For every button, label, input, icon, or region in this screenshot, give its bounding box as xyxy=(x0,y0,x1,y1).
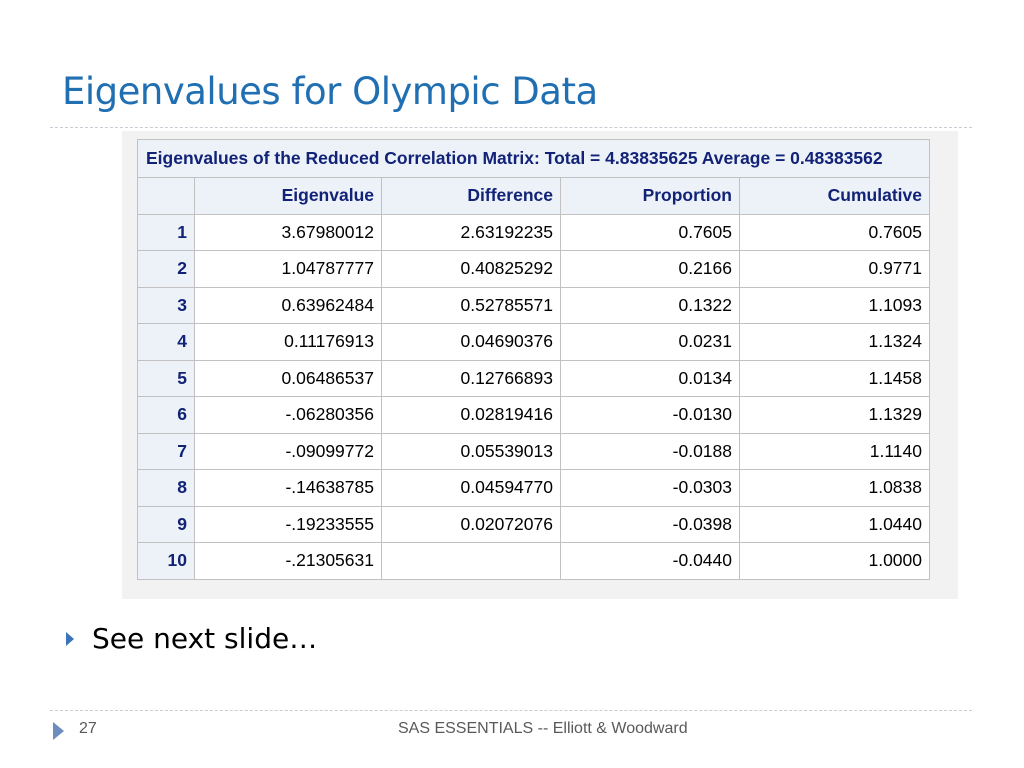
table-cell: 1.0000 xyxy=(739,542,930,580)
table-row: 7 -.09099772 0.05539013 -0.0188 1.1140 xyxy=(137,432,930,470)
table-cell: 1.0440 xyxy=(739,505,930,543)
table-cell: 2.63192235 xyxy=(381,213,561,251)
table-cell: -.06280356 xyxy=(194,396,382,434)
column-header: Eigenvalue xyxy=(194,177,382,215)
row-number: 8 xyxy=(137,469,195,507)
row-number: 7 xyxy=(137,432,195,470)
table-row: 5 0.06486537 0.12766893 0.0134 1.1458 xyxy=(137,359,930,397)
table-cell: 1.04787777 xyxy=(194,250,382,288)
table-cell: -0.0130 xyxy=(560,396,740,434)
table-cell: 0.0231 xyxy=(560,323,740,361)
table-cell: 0.02072076 xyxy=(381,505,561,543)
slide-title: Eigenvalues for Olympic Data xyxy=(62,70,598,113)
table-cell: -0.0188 xyxy=(560,432,740,470)
table-cell: 0.1322 xyxy=(560,286,740,324)
footer-divider xyxy=(50,710,972,711)
table-cell: 0.40825292 xyxy=(381,250,561,288)
table-cell: 0.04690376 xyxy=(381,323,561,361)
eigenvalues-table: Eigenvalues of the Reduced Correlation M… xyxy=(137,139,930,580)
table-cell: 1.1140 xyxy=(739,432,930,470)
table-row: 4 0.11176913 0.04690376 0.0231 1.1324 xyxy=(137,323,930,361)
table-cell: -.19233555 xyxy=(194,505,382,543)
table-row: 1 3.67980012 2.63192235 0.7605 0.7605 xyxy=(137,213,930,251)
table-row: 8 -.14638785 0.04594770 -0.0303 1.0838 xyxy=(137,469,930,507)
row-number: 6 xyxy=(137,396,195,434)
table-cell: -0.0303 xyxy=(560,469,740,507)
footer-text: SAS ESSENTIALS -- Elliott & Woodward xyxy=(398,720,688,737)
row-number: 9 xyxy=(137,505,195,543)
row-number: 3 xyxy=(137,286,195,324)
row-number: 4 xyxy=(137,323,195,361)
table-row: 6 -.06280356 0.02819416 -0.0130 1.1329 xyxy=(137,396,930,434)
column-header xyxy=(137,177,195,215)
table-cell: 0.02819416 xyxy=(381,396,561,434)
table-row: 10 -.21305631 -0.0440 1.0000 xyxy=(137,542,930,580)
table-cell: -0.0440 xyxy=(560,542,740,580)
table-cell: 0.06486537 xyxy=(194,359,382,397)
table-cell: 1.1324 xyxy=(739,323,930,361)
table-cell: 0.04594770 xyxy=(381,469,561,507)
table-cell: 3.67980012 xyxy=(194,213,382,251)
table-caption: Eigenvalues of the Reduced Correlation M… xyxy=(137,139,930,178)
table-cell: 0.2166 xyxy=(560,250,740,288)
table-cell: 0.11176913 xyxy=(194,323,382,361)
table-cell: 1.1093 xyxy=(739,286,930,324)
table-row: 9 -.19233555 0.02072076 -0.0398 1.0440 xyxy=(137,505,930,543)
table-cell: 0.7605 xyxy=(739,213,930,251)
table-cell: 0.7605 xyxy=(560,213,740,251)
table-row: 2 1.04787777 0.40825292 0.2166 0.9771 xyxy=(137,250,930,288)
table-cell: 0.05539013 xyxy=(381,432,561,470)
row-number: 10 xyxy=(137,542,195,580)
table-cell: 0.12766893 xyxy=(381,359,561,397)
output-panel: Eigenvalues of the Reduced Correlation M… xyxy=(122,131,958,599)
table-cell: -.21305631 xyxy=(194,542,382,580)
table-cell: 1.1458 xyxy=(739,359,930,397)
table-cell xyxy=(381,542,561,580)
table-body: 1 3.67980012 2.63192235 0.7605 0.7605 2 1.0478… xyxy=(137,213,930,580)
table-cell: -0.0398 xyxy=(560,505,740,543)
column-header: Difference xyxy=(381,177,561,215)
table-cell: 0.63962484 xyxy=(194,286,382,324)
table-cell: 0.0134 xyxy=(560,359,740,397)
table-cell: 0.52785571 xyxy=(381,286,561,324)
column-header: Cumulative xyxy=(739,177,930,215)
table-cell: 1.1329 xyxy=(739,396,930,434)
column-header: Proportion xyxy=(560,177,740,215)
row-number: 5 xyxy=(137,359,195,397)
bullet-arrow-icon xyxy=(66,632,74,646)
footer-arrow-icon xyxy=(53,722,64,740)
table-cell: -.09099772 xyxy=(194,432,382,470)
row-number: 2 xyxy=(137,250,195,288)
page-number: 27 xyxy=(79,720,97,737)
column-header-row: Eigenvalue Difference Proportion Cumulat… xyxy=(137,177,930,215)
row-number: 1 xyxy=(137,213,195,251)
table-cell: 0.9771 xyxy=(739,250,930,288)
title-divider xyxy=(50,127,972,128)
table-cell: -.14638785 xyxy=(194,469,382,507)
table-cell: 1.0838 xyxy=(739,469,930,507)
table-row: 3 0.63962484 0.52785571 0.1322 1.1093 xyxy=(137,286,930,324)
bullet-text: See next slide… xyxy=(92,622,318,655)
